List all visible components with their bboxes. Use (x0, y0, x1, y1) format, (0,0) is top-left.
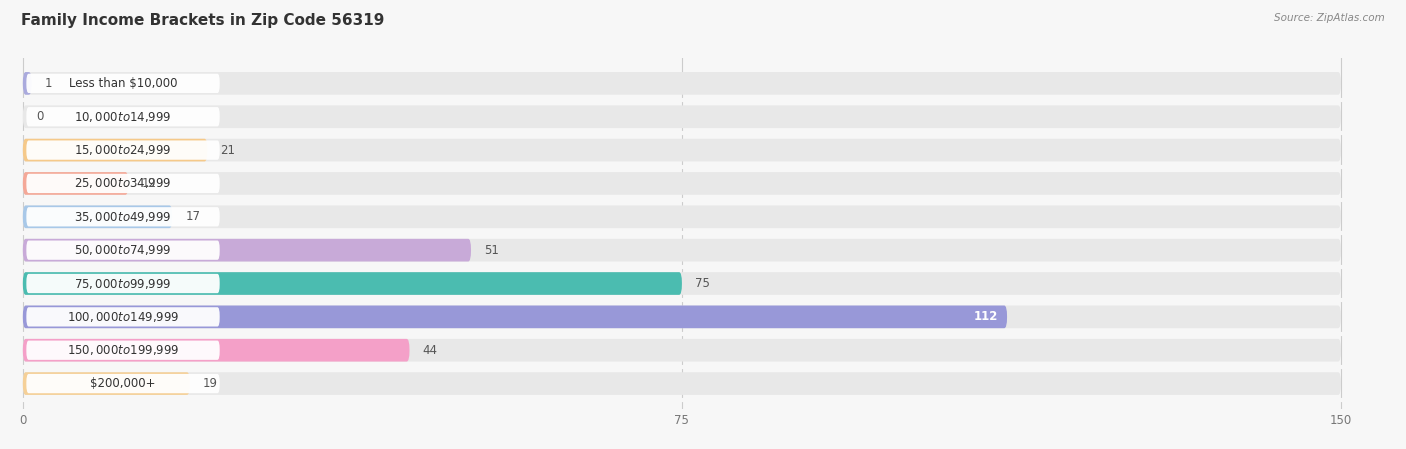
Text: Family Income Brackets in Zip Code 56319: Family Income Brackets in Zip Code 56319 (21, 13, 384, 28)
FancyBboxPatch shape (22, 305, 1341, 328)
Text: Less than $10,000: Less than $10,000 (69, 77, 177, 90)
FancyBboxPatch shape (27, 107, 219, 126)
Text: 75: 75 (695, 277, 710, 290)
FancyBboxPatch shape (22, 239, 1341, 261)
Text: $75,000 to $99,999: $75,000 to $99,999 (75, 277, 172, 291)
Text: 19: 19 (202, 377, 218, 390)
FancyBboxPatch shape (22, 139, 1341, 162)
FancyBboxPatch shape (27, 207, 219, 226)
FancyBboxPatch shape (27, 307, 219, 326)
FancyBboxPatch shape (22, 206, 173, 228)
Text: 1: 1 (45, 77, 52, 90)
Text: 112: 112 (974, 310, 998, 323)
Text: 21: 21 (221, 144, 236, 157)
FancyBboxPatch shape (22, 172, 1341, 195)
FancyBboxPatch shape (22, 372, 190, 395)
Text: 51: 51 (484, 244, 499, 257)
Text: $100,000 to $149,999: $100,000 to $149,999 (67, 310, 179, 324)
Text: 44: 44 (423, 344, 437, 357)
Text: $15,000 to $24,999: $15,000 to $24,999 (75, 143, 172, 157)
FancyBboxPatch shape (27, 374, 219, 393)
FancyBboxPatch shape (22, 305, 1007, 328)
Text: $35,000 to $49,999: $35,000 to $49,999 (75, 210, 172, 224)
FancyBboxPatch shape (22, 72, 1341, 95)
FancyBboxPatch shape (27, 141, 219, 160)
Text: Source: ZipAtlas.com: Source: ZipAtlas.com (1274, 13, 1385, 23)
Text: 17: 17 (186, 210, 201, 223)
FancyBboxPatch shape (27, 241, 219, 260)
Text: $25,000 to $34,999: $25,000 to $34,999 (75, 176, 172, 190)
FancyBboxPatch shape (27, 274, 219, 293)
FancyBboxPatch shape (22, 372, 1341, 395)
FancyBboxPatch shape (27, 341, 219, 360)
FancyBboxPatch shape (22, 339, 409, 361)
Text: $150,000 to $199,999: $150,000 to $199,999 (67, 343, 179, 357)
Text: $50,000 to $74,999: $50,000 to $74,999 (75, 243, 172, 257)
FancyBboxPatch shape (22, 239, 471, 261)
Text: 12: 12 (142, 177, 156, 190)
Text: 0: 0 (37, 110, 44, 123)
Text: $10,000 to $14,999: $10,000 to $14,999 (75, 110, 172, 124)
FancyBboxPatch shape (22, 172, 128, 195)
FancyBboxPatch shape (27, 174, 219, 193)
FancyBboxPatch shape (27, 74, 219, 93)
FancyBboxPatch shape (22, 139, 208, 162)
FancyBboxPatch shape (22, 106, 1341, 128)
Text: $200,000+: $200,000+ (90, 377, 156, 390)
FancyBboxPatch shape (22, 72, 32, 95)
FancyBboxPatch shape (22, 206, 1341, 228)
FancyBboxPatch shape (22, 272, 682, 295)
FancyBboxPatch shape (22, 339, 1341, 361)
FancyBboxPatch shape (22, 272, 1341, 295)
